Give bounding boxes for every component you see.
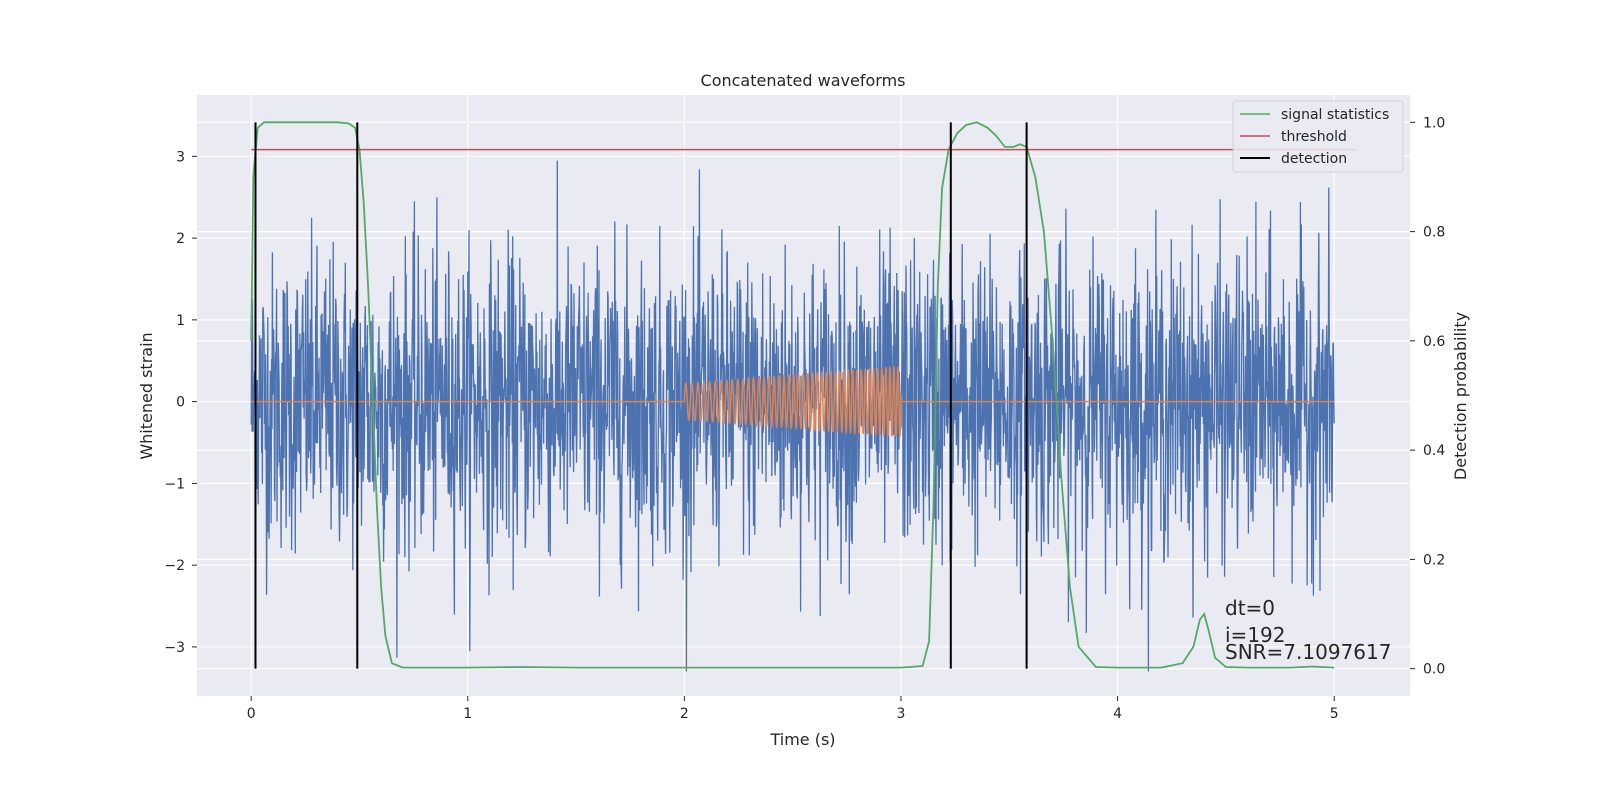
annotation-snr: SNR=7.1097617 [1225,640,1391,664]
y2-tick-label: 1.0 [1423,115,1445,131]
right-axis-series [250,121,1356,669]
signal-statistics-line [250,121,1335,669]
legend: signal statistics threshold detection [1232,100,1404,173]
chart-title: Concatenated waveforms [701,71,906,90]
y-tick-label: 0 [176,395,185,411]
x-tick-label: 5 [1330,706,1339,722]
y2-tick-label: 0.6 [1423,334,1445,350]
legend-label-signal-statistics: signal statistics [1281,107,1389,123]
y2-tick-label: 0.4 [1423,443,1445,459]
x-tick-label: 0 [247,706,256,722]
y2-axis-label: Detection probability [1451,312,1470,480]
x-tick-label: 4 [1113,706,1122,722]
y-tick-label: 2 [176,231,185,247]
legend-label-threshold: threshold [1281,129,1347,145]
ticks: 0 1 2 3 4 5 −3 −2 −1 0 1 2 3 0.0 0.2 0.4 0.6 0.8 1.0 [164,115,1445,722]
legend-box [1232,100,1404,173]
x-tick-label: 3 [897,706,906,722]
y2-tick-label: 0.0 [1423,662,1445,678]
annotation-dt: dt=0 [1225,596,1275,620]
x-tick-label: 1 [463,706,472,722]
x-axis-label: Time (s) [769,730,835,749]
chirp-trace [251,364,1335,437]
legend-label-detection: detection [1281,151,1347,167]
y-tick-label: −3 [164,640,185,656]
y-tick-label: −1 [164,476,185,492]
x-tick-label: 2 [680,706,689,722]
chirp-series [251,364,1335,437]
annotation-block: dt=0 i=192 SNR=7.1097617 [1225,596,1391,664]
y2-tick-label: 0.8 [1423,225,1445,241]
y-tick-label: 1 [176,313,185,329]
y-tick-label: 3 [176,149,185,165]
y-tick-label: −2 [164,558,185,574]
annotation-i: i=192 [1225,623,1286,647]
y-axis-label: Whitened strain [137,332,156,459]
y2-tick-label: 0.2 [1423,552,1445,568]
